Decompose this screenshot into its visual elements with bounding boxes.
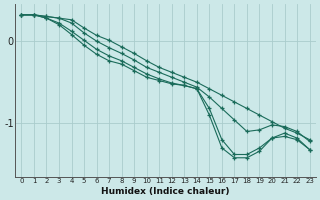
X-axis label: Humidex (Indice chaleur): Humidex (Indice chaleur) (101, 187, 230, 196)
